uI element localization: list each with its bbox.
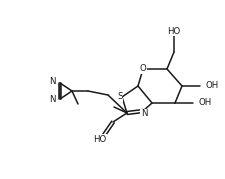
Text: S: S xyxy=(117,93,122,101)
Text: N: N xyxy=(49,96,56,105)
Text: HO: HO xyxy=(93,134,106,144)
Text: OH: OH xyxy=(205,81,218,91)
Text: OH: OH xyxy=(198,98,211,108)
Text: HO: HO xyxy=(167,26,180,35)
Text: O: O xyxy=(139,64,146,74)
Text: N: N xyxy=(49,78,56,86)
Text: N: N xyxy=(140,110,147,118)
